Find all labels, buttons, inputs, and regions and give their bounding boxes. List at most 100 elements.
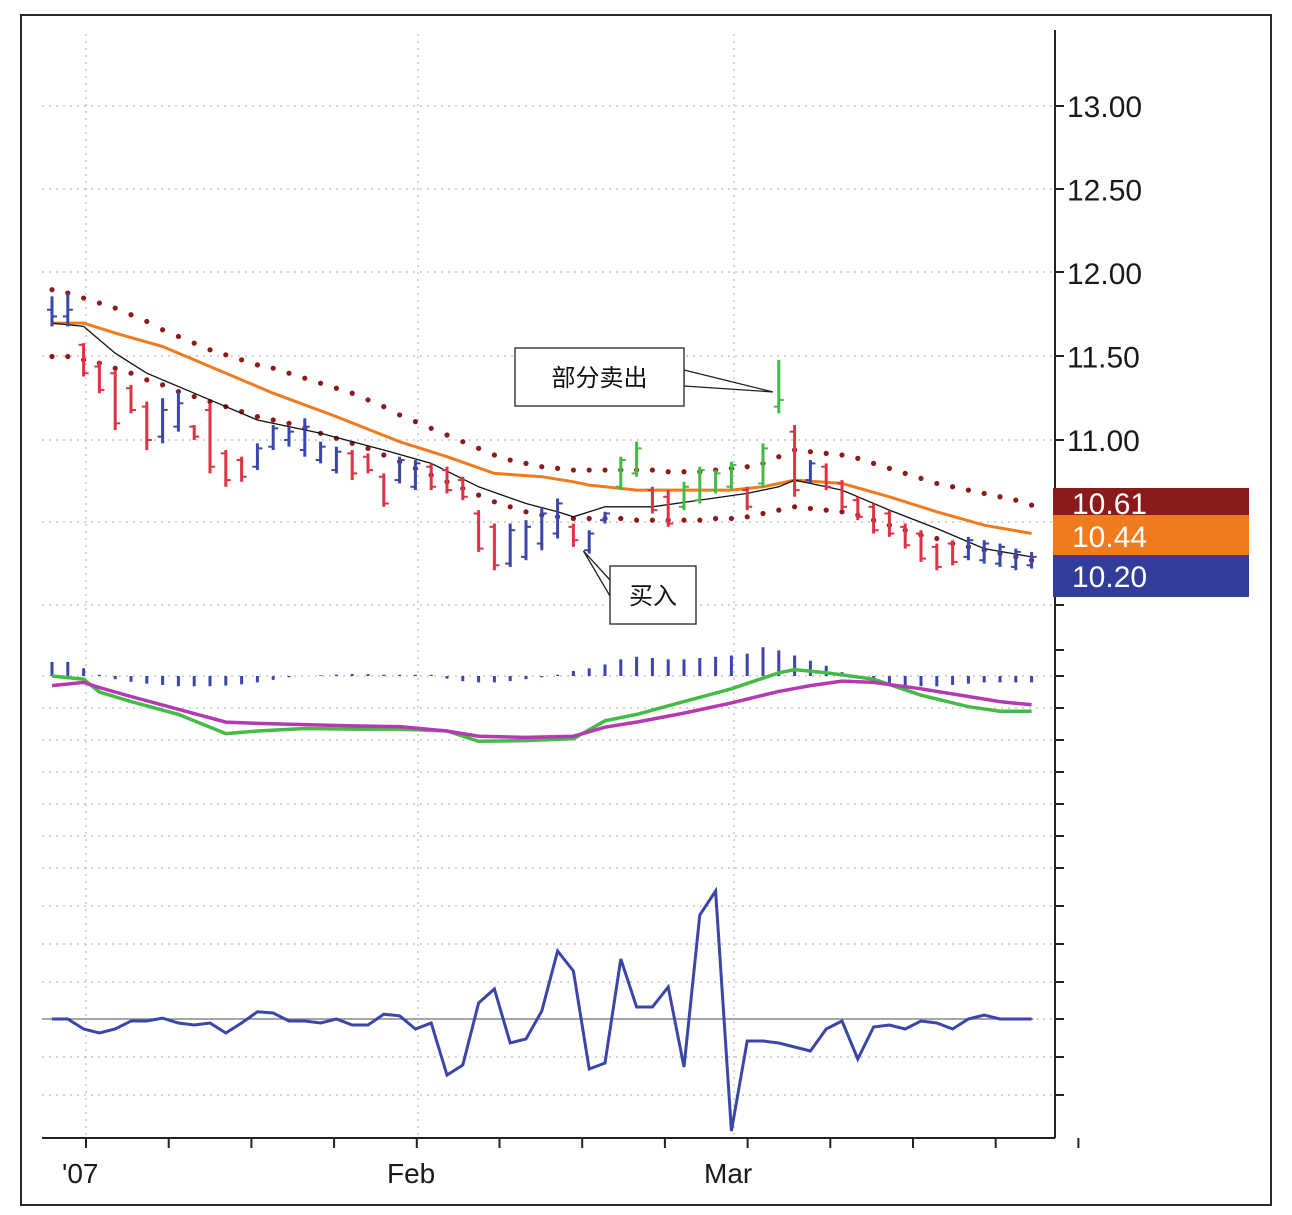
ohlc-bar	[363, 453, 373, 474]
ohlc-bar	[694, 466, 705, 504]
x-tick-label: Mar	[704, 1158, 752, 1189]
ohlc-bar	[742, 486, 753, 511]
price-badge-box	[1053, 555, 1249, 597]
envelope-lower-dot	[523, 509, 529, 515]
envelope-lower-dot	[807, 505, 814, 512]
envelope-upper-dot	[254, 362, 260, 368]
envelope-upper-dot	[1029, 502, 1035, 508]
ohlc-bar	[62, 293, 73, 327]
grid-layer	[42, 34, 1053, 1136]
envelope-upper-dot	[175, 333, 181, 340]
y-tick-label: 11.00	[1067, 425, 1140, 458]
ohlc-bar	[331, 446, 342, 474]
envelope-upper-dot	[381, 404, 387, 410]
macd-green-line	[51, 667, 1032, 744]
ohlc-bar	[141, 401, 152, 451]
ohlc-bar	[268, 424, 279, 451]
envelope-upper-dot	[349, 390, 355, 396]
envelope-upper-dot	[539, 464, 545, 470]
price-badge-label: 10.44	[1072, 521, 1147, 554]
y-tick-label: 11.50	[1067, 342, 1140, 375]
price-badge-label: 10.20	[1072, 561, 1147, 594]
ohlc-bar	[378, 473, 389, 507]
envelope-upper-dot	[965, 487, 972, 493]
ohlc-bar	[963, 536, 974, 561]
ohlc-bar	[600, 511, 610, 524]
envelope-lower-dot	[49, 353, 55, 360]
callout-label: 买入	[629, 582, 677, 610]
envelope-upper-dot	[460, 439, 466, 445]
envelope-upper-dot	[649, 467, 656, 473]
ohlc-bar	[1010, 548, 1021, 571]
ohlc-bar	[457, 476, 468, 501]
envelope-upper-dot	[223, 352, 229, 358]
ohlc-bar	[568, 523, 579, 547]
price-badge: 10.44	[1053, 515, 1249, 555]
envelope-upper-dot	[855, 455, 861, 461]
ohlc-bar	[78, 343, 89, 377]
envelope-upper-dot	[981, 490, 987, 497]
ohlc-bar	[647, 486, 658, 514]
callout-box	[514, 347, 685, 407]
envelope-upper-dot	[428, 425, 434, 431]
ohlc-bar	[852, 496, 863, 521]
ohlc-bar	[126, 384, 136, 414]
envelope-upper-dot	[507, 457, 513, 463]
ohlc-bar	[220, 450, 231, 487]
macd-panel	[50, 647, 1034, 744]
y-tick-label: 13.00	[1067, 91, 1142, 124]
ohlc-bar	[931, 543, 942, 571]
envelope-lower-dot	[144, 377, 150, 383]
ohlc-bar	[536, 506, 547, 551]
envelope-upper-dot	[902, 470, 908, 476]
envelope-upper-dot	[744, 464, 750, 470]
envelope-lower-dot	[744, 514, 750, 520]
envelope-upper-dot	[444, 432, 450, 438]
ohlc-bar	[252, 443, 263, 471]
ohlc-bar	[442, 466, 452, 494]
envelope-upper-dot	[950, 484, 956, 490]
envelope-lower-dot	[476, 492, 482, 498]
envelope-lower-dot	[681, 517, 687, 523]
envelope-upper-dot	[555, 465, 561, 471]
ohlc-bar	[995, 543, 1005, 567]
envelope-lower-dot	[618, 515, 624, 522]
envelope-upper-dot	[302, 375, 308, 381]
envelope-lower-dot	[713, 515, 719, 522]
envelope-upper-dot	[586, 467, 592, 473]
envelope-lower-dot	[160, 382, 166, 388]
ohlc-bar	[315, 441, 326, 464]
callout-pointer	[582, 550, 611, 599]
envelope-upper-dot	[81, 295, 87, 301]
moving-average-black-line	[51, 322, 1032, 558]
envelope-lower-dot	[634, 517, 640, 523]
envelope-upper-dot	[570, 467, 577, 473]
envelope-upper-dot	[286, 370, 292, 376]
ohlc-bar	[979, 540, 990, 564]
envelope-upper-dot	[491, 452, 497, 458]
envelope-upper-dot	[397, 412, 403, 418]
ohlc-bar	[710, 470, 721, 494]
envelope-lower-dot	[128, 370, 134, 376]
partial-sell-annotation: 部分卖出	[514, 347, 773, 407]
envelope-upper-dot	[96, 300, 102, 306]
ohlc-bar	[916, 530, 926, 562]
macd-signal-magenta-line	[51, 679, 1032, 740]
envelope-upper-dot	[681, 469, 687, 475]
envelope-lower-dot	[823, 507, 829, 513]
ohlc-bar	[884, 510, 895, 537]
envelope-upper-dot	[160, 327, 166, 333]
ohlc-bar	[47, 296, 57, 327]
envelope-lower-dot	[934, 535, 940, 542]
ohlc-bar	[489, 523, 500, 571]
envelope-lower-dot	[839, 509, 845, 515]
buy-annotation: 买入	[582, 550, 697, 625]
envelope-upper-dot	[144, 318, 150, 325]
envelope-lower-dot	[65, 353, 71, 360]
envelope-upper-dot	[318, 380, 324, 386]
envelope-lower-dot	[112, 365, 118, 371]
envelope-upper-dot	[918, 475, 924, 482]
